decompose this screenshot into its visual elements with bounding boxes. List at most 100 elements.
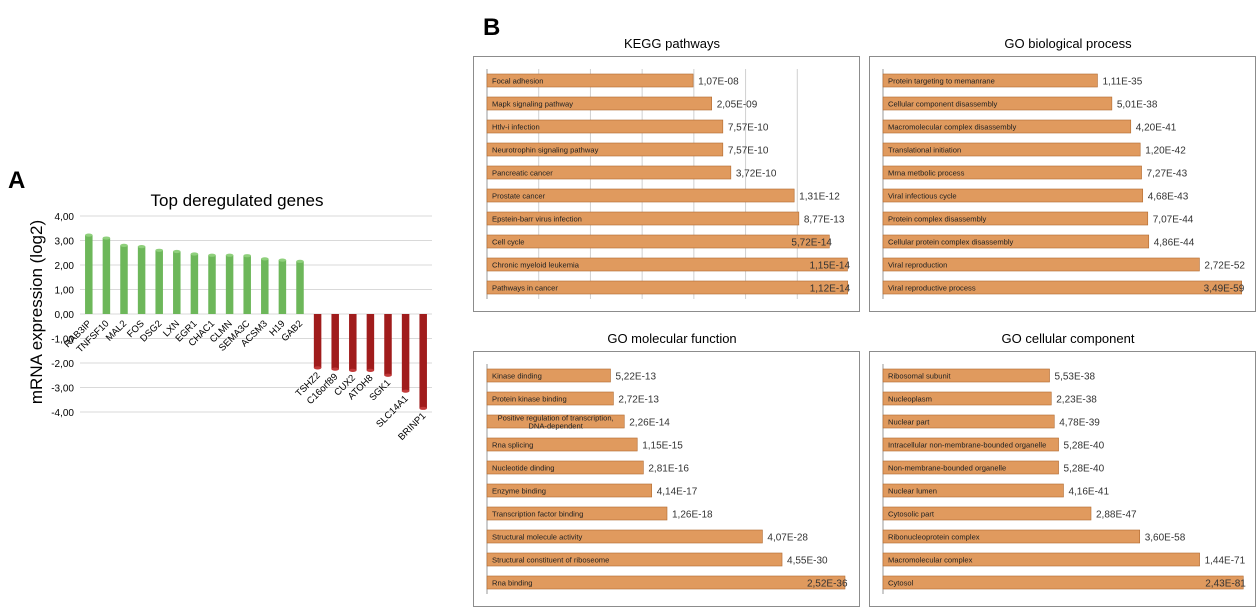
bar-category-label: Protein complex disassembly [888,215,987,224]
bar [882,119,1132,134]
bar-value-label: 1,15E-14 [809,261,850,272]
bar-cap [296,259,304,263]
bar-category-label: Ribosomal subunit [888,372,951,381]
bar [173,251,181,314]
bar-category-label: Macromolecular complex disassembly [888,123,1016,132]
bar [243,255,251,314]
bar-value-label: 4,78E-39 [1059,418,1100,429]
bar-cap [349,368,357,372]
chart-frame [869,351,1256,607]
bar-category-label: Epstein-barr virus infection [492,215,582,224]
bar-value-label: 2,43E-81 [1205,579,1246,590]
bar [882,234,1150,249]
bar [120,245,128,314]
y-tick-label: 3,00 [55,237,75,248]
bar-category-label: Rna splicing [492,441,533,450]
bar-category-label: Mapk signaling pathway [492,100,573,109]
bar-value-label: 1,44E-71 [1205,556,1246,567]
bar [486,165,732,180]
bar-category-label: Kinase dinding [492,372,542,381]
bar-value-label: 2,52E-36 [807,579,848,590]
panel-a-chart: Top deregulated genes mRNA expression (l… [27,191,432,443]
bar [486,257,848,272]
bar-category-label: Viral reproduction [888,261,947,270]
bar [225,255,234,314]
bar [486,119,724,134]
bar-category-label-line2: DNA-dependent [528,422,583,431]
bar-value-label: 4,16E-41 [1068,487,1109,498]
bar-cap [278,258,287,262]
bar-value-label: 7,57E-10 [728,123,769,134]
bar-value-label: 1,12E-14 [810,284,851,295]
kegg-title: KEGG pathways [624,36,721,51]
bar-category-label: Protein kinase binding [492,395,567,404]
bar [296,261,304,314]
bar [190,253,199,314]
bar-cap [401,389,410,393]
bar [882,142,1141,157]
bar [401,314,410,392]
bar [208,255,216,314]
bar-category-label: Cytosol [888,579,914,588]
bar-value-label: 1,11E-35 [1102,77,1142,88]
bar-value-label: 3,72E-10 [736,169,777,180]
y-tick-label: 4,00 [55,212,75,223]
bar [486,142,724,157]
chart-frame [473,351,860,607]
bar-value-label: 4,55E-30 [787,556,828,567]
bar-value-label: 1,26E-18 [672,510,713,521]
bar [486,460,644,475]
bar [486,234,830,249]
bar-category-label: Pathways in cancer [492,284,558,293]
bar [261,258,269,314]
y-tick-label: 0,00 [55,310,75,321]
bar-category-label: Pancreatic cancer [492,169,553,178]
bar-value-label: 4,07E-28 [767,533,808,544]
bar [882,437,1059,452]
bar [882,280,1242,295]
bar-value-label: 5,53E-38 [1055,372,1096,383]
bar [882,529,1141,544]
go-cellular-component-chart: GO cellular component Ribosomal subunit 5… [869,331,1256,607]
bar [486,391,614,406]
bar-category-label: Cellular protein complex disassembly [888,238,1014,247]
bar [486,552,783,567]
panel-a-ylabel: mRNA expression (log2) [27,220,46,404]
bar-cap [366,368,375,372]
go-molecular-function-chart: GO molecular function Kinase dinding 5,22… [473,331,860,607]
bar-value-label: 1,31E-12 [799,192,840,203]
bar-category-label: Positive regulation of transcription, [498,414,614,423]
bar-value-label: 7,27E-43 [1147,169,1188,180]
bar-value-label: 2,72E-52 [1204,261,1245,272]
bar-value-label: 5,01E-38 [1117,100,1158,111]
bar-value-label: 5,72E-14 [791,238,832,249]
bar-value-label: 3,60E-58 [1145,533,1186,544]
bar-category-label: Cellular component disassembly [888,100,998,109]
bar-value-label: 1,20E-42 [1145,146,1186,157]
bar-category-label: Chronic myeloid leukemia [492,261,580,270]
bar-category-label: Nuclear part [888,418,930,427]
bar [486,437,638,452]
bar-value-label: 5,28E-40 [1064,441,1105,452]
bar-category-label: Viral infectious cycle [888,192,957,201]
bar-cap [190,252,199,256]
bar [486,280,849,295]
bar-value-label: 2,88E-47 [1096,510,1137,521]
bar [882,414,1055,429]
bar [278,260,287,314]
bar-value-label: 7,07E-44 [1153,215,1194,226]
y-tick-label: -4,00 [51,408,74,419]
bar-cap [102,236,111,240]
bar [486,414,625,429]
bar-value-label: 2,05E-09 [717,100,758,111]
bar [882,575,1244,590]
go-cc-title: GO cellular component [1002,331,1135,346]
bar-value-label: 2,72E-13 [618,395,659,406]
bar [882,96,1113,111]
panel-a-title: Top deregulated genes [151,191,324,210]
bar-value-label: 3,49E-59 [1204,284,1245,295]
bar-cap [225,253,234,257]
x-tick-label: BRINP1 [396,411,428,443]
bar [882,460,1059,475]
